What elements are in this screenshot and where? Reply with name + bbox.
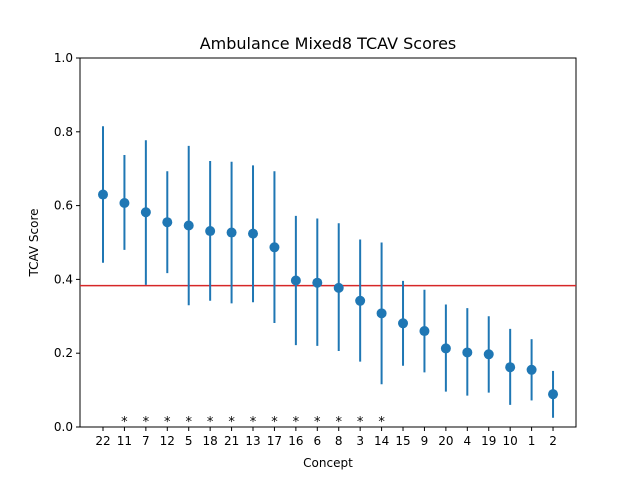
x-tick-label: 4 — [463, 434, 471, 448]
x-tick-label: 2 — [549, 434, 557, 448]
significance-marker: * — [185, 415, 192, 430]
y-axis-label: TCAV Score — [27, 208, 41, 277]
data-point — [119, 198, 130, 209]
data-point — [333, 282, 344, 293]
significance-marker: * — [250, 415, 257, 430]
data-point — [419, 326, 430, 337]
data-point — [548, 389, 559, 400]
data-point — [505, 362, 516, 373]
data-point — [183, 220, 194, 231]
x-tick-label: 19 — [481, 434, 496, 448]
y-tick-label: 0.4 — [54, 272, 73, 286]
y-tick-label: 0.8 — [54, 125, 73, 139]
x-tick-label: 3 — [356, 434, 364, 448]
plot-area — [79, 57, 577, 428]
data-point — [462, 347, 473, 358]
chart-title: Ambulance Mixed8 TCAV Scores — [200, 34, 457, 53]
x-tick-label: 15 — [395, 434, 410, 448]
data-point — [398, 318, 409, 329]
significance-marker: * — [314, 415, 321, 430]
x-tick-label: 7 — [142, 434, 150, 448]
x-tick-label: 16 — [288, 434, 303, 448]
data-point — [248, 228, 259, 239]
significance-marker: * — [228, 415, 235, 430]
significance-marker: * — [378, 415, 385, 430]
significance-marker: * — [143, 415, 150, 430]
significance-marker: * — [207, 415, 214, 430]
x-tick-label: 1 — [528, 434, 536, 448]
significance-marker: * — [271, 415, 278, 430]
y-tick-label: 0.2 — [54, 346, 73, 360]
significance-marker: * — [164, 415, 171, 430]
data-point — [312, 277, 323, 288]
data-point — [205, 226, 216, 237]
y-tick-label: 0.0 — [54, 420, 73, 434]
significance-marker: * — [357, 415, 364, 430]
data-point — [290, 275, 301, 286]
x-tick-label: 22 — [95, 434, 110, 448]
y-tick-label: 1.0 — [54, 51, 73, 65]
x-tick-label: 11 — [117, 434, 132, 448]
x-tick-label: 13 — [245, 434, 260, 448]
x-tick-label: 17 — [267, 434, 282, 448]
x-tick-label: 21 — [224, 434, 239, 448]
significance-marker: * — [121, 415, 128, 430]
data-point — [269, 242, 280, 253]
data-point — [226, 227, 237, 238]
x-tick-label: 12 — [160, 434, 175, 448]
y-tick-label: 0.6 — [54, 199, 73, 213]
x-tick-label: 10 — [503, 434, 518, 448]
data-point — [526, 364, 537, 375]
x-tick-label: 14 — [374, 434, 389, 448]
data-point — [355, 295, 366, 306]
x-tick-label: 20 — [438, 434, 453, 448]
data-point — [140, 207, 151, 218]
significance-marker: * — [335, 415, 342, 430]
x-tick-label: 5 — [185, 434, 193, 448]
significance-marker: * — [293, 415, 300, 430]
data-point — [162, 217, 173, 228]
x-axis-label: Concept — [303, 456, 353, 470]
x-tick-label: 6 — [313, 434, 321, 448]
x-tick-label: 9 — [421, 434, 429, 448]
data-point — [483, 349, 494, 360]
data-point — [98, 189, 108, 200]
data-point — [440, 343, 451, 354]
data-point — [376, 308, 387, 319]
x-tick-label: 18 — [203, 434, 218, 448]
x-tick-label: 8 — [335, 434, 343, 448]
